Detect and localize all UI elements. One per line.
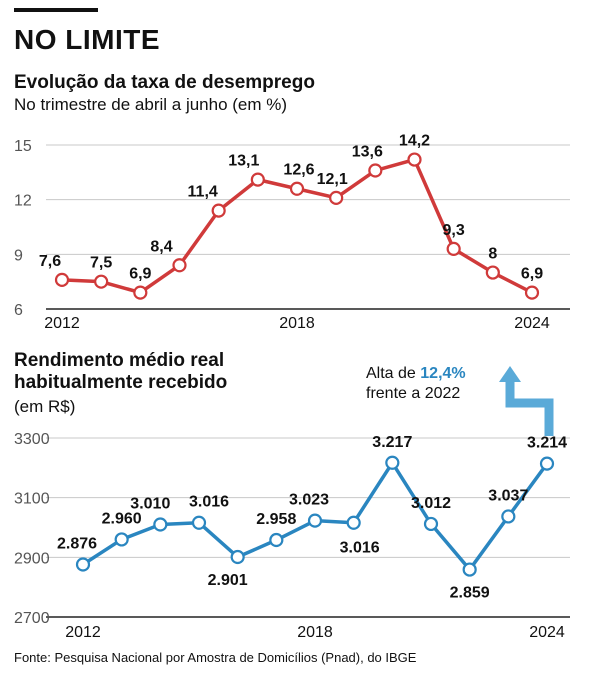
top-rule [14, 8, 98, 12]
data-label: 2.859 [450, 585, 490, 602]
y-tick-label: 15 [14, 138, 32, 155]
x-tick-label: 2024 [514, 315, 550, 332]
data-point [485, 265, 500, 280]
data-point [524, 285, 540, 300]
chart1-subtitle: No trimestre de abril a junho (em %) [14, 95, 288, 114]
data-label: 14,2 [399, 133, 430, 150]
data-label: 3.012 [411, 495, 451, 512]
source-note: Fonte: Pesquisa Nacional por Amostra de … [14, 650, 417, 665]
data-label: 2.960 [102, 510, 142, 527]
y-tick-label: 3100 [14, 491, 50, 508]
data-point [153, 517, 168, 532]
data-point [407, 152, 422, 167]
unemployment-chart: 6 9 12 15 2012 2018 2024 7,6 7,5 6,9 8,4 11,4 13,1 12… [14, 133, 570, 332]
data-label: 3.217 [372, 434, 412, 451]
data-label: 3.016 [340, 540, 380, 557]
data-label: 7,6 [39, 253, 61, 270]
data-point [94, 274, 109, 289]
data-point [446, 241, 461, 256]
data-point [462, 562, 477, 577]
data-point [133, 285, 148, 300]
chart2-title-line2: habitualmente recebido [14, 372, 228, 393]
data-point [250, 172, 265, 187]
data-point [423, 516, 439, 532]
data-label: 3.214 [527, 435, 567, 452]
chart2-subtitle: (em R$) [14, 397, 76, 416]
data-label: 12,1 [317, 171, 348, 188]
data-label: 3.010 [130, 496, 170, 513]
data-label: 2.901 [208, 572, 248, 589]
x-tick-label: 2018 [297, 624, 333, 641]
data-point [539, 456, 555, 471]
data-point [368, 163, 383, 178]
data-point [501, 509, 516, 524]
data-label: 8 [488, 246, 497, 263]
data-point [114, 532, 129, 547]
data-label: 6,9 [521, 266, 543, 283]
data-point [211, 203, 226, 218]
up-arrow-icon [505, 380, 554, 436]
data-label: 2.958 [256, 511, 296, 528]
callout-prefix: Alta de [366, 365, 421, 382]
data-label: 12,6 [283, 162, 314, 179]
y-tick-label: 9 [14, 247, 23, 264]
data-label: 3.016 [189, 494, 229, 511]
data-point [346, 515, 361, 530]
headline: NO LIMITE [14, 24, 161, 55]
x-tick-label: 2018 [279, 315, 315, 332]
data-point [54, 272, 70, 287]
x-tick-label: 2024 [529, 624, 565, 641]
data-point [191, 515, 207, 530]
x-tick-label: 2012 [44, 315, 80, 332]
y-tick-label: 3300 [14, 431, 50, 448]
data-point [289, 181, 305, 196]
x-tick-label: 2012 [65, 624, 101, 641]
data-point [172, 258, 187, 273]
data-label: 2.876 [57, 535, 97, 552]
data-point [269, 532, 284, 548]
callout-highlight: 12,4% [420, 365, 466, 382]
data-point [385, 455, 400, 470]
data-point [75, 557, 91, 572]
chart1-title: Evolução da taxa de desemprego [14, 72, 315, 93]
growth-callout: Alta de 12,4% frente a 2022 [366, 364, 466, 404]
chart2-title-line1: Rendimento médio real [14, 350, 225, 371]
y-tick-label: 2700 [14, 610, 50, 627]
data-point [329, 190, 344, 205]
data-label: 13,6 [352, 144, 383, 161]
y-tick-label: 6 [14, 302, 23, 319]
callout-line2: frente a 2022 [366, 385, 461, 402]
data-label: 9,3 [443, 222, 465, 239]
data-label: 8,4 [150, 238, 172, 255]
data-point [307, 513, 323, 528]
data-label: 7,5 [90, 255, 112, 272]
data-point [230, 549, 245, 565]
data-label: 13,1 [228, 153, 259, 170]
data-label: 3.023 [289, 492, 329, 509]
arrowhead-icon [499, 366, 521, 382]
data-label: 3.037 [488, 487, 528, 504]
data-label: 11,4 [188, 184, 218, 201]
y-tick-label: 12 [14, 193, 32, 210]
data-label: 6,9 [129, 266, 151, 283]
y-tick-label: 2900 [14, 550, 50, 567]
